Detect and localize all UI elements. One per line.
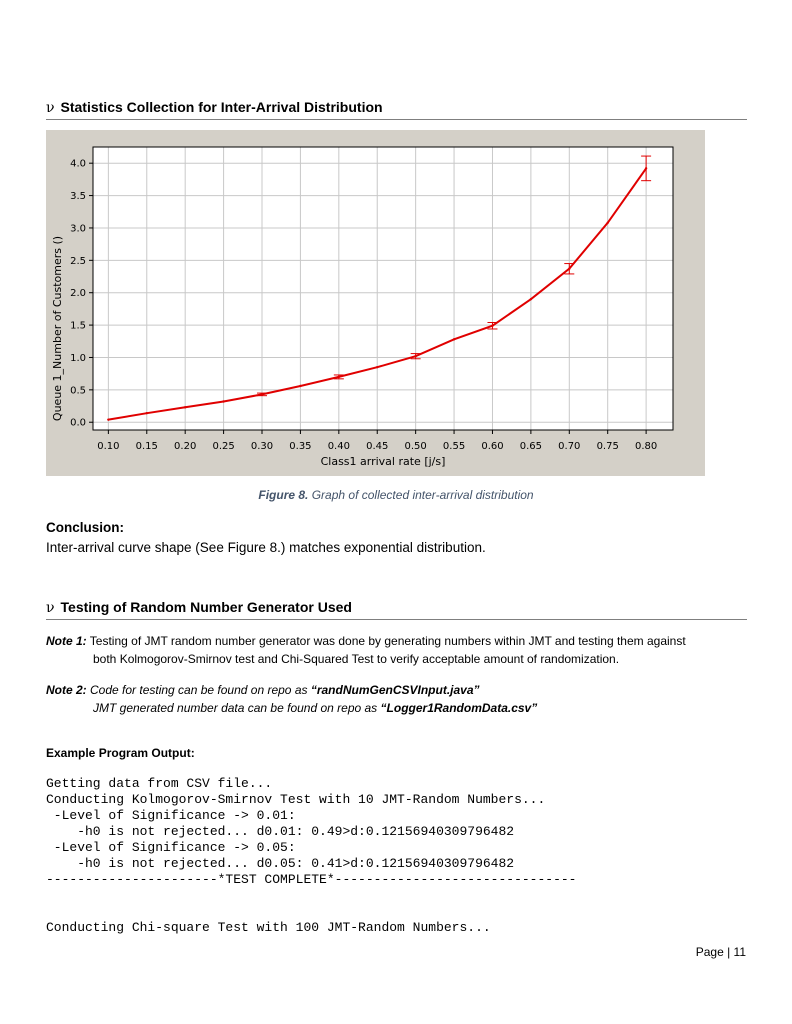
program-output-chi: Conducting Chi-square Test with 100 JMT-… (46, 920, 491, 936)
example-output-label: Example Program Output: (46, 746, 195, 760)
output-line: -h0 is not rejected... d0.01: 0.49>d:0.1… (46, 824, 515, 839)
note-text: Code for testing can be found on repo as (86, 683, 311, 697)
x-axis-label: Class1 arrival rate [j/s] (321, 455, 446, 468)
filename-java: “randNumGenCSVInput.java” (310, 683, 480, 697)
caption-label: Figure 8. (258, 488, 309, 502)
note-label: Note 2: (46, 683, 87, 697)
data-point (145, 411, 148, 415)
section-title: Testing of Random Number Generator Used (60, 599, 352, 615)
chart-panel: 0.10 0.15 0.20 0.25 0.30 0.35 0.40 0.45 0.50 0.55… (46, 130, 705, 476)
output-line: -Level of Significance -> 0.05: (46, 840, 296, 855)
bullet-icon: ν (46, 100, 55, 116)
x-tick-label: 0.20 (174, 441, 196, 452)
caption-text: Graph of collected inter-arrival distrib… (308, 488, 534, 502)
x-tick-label: 0.40 (328, 441, 350, 452)
section-heading-statistics: ν Statistics Collection for Inter-Arrival… (46, 99, 747, 120)
bullet-icon: ν (46, 600, 55, 616)
section-title: Statistics Collection for Inter-Arrival … (60, 99, 383, 115)
y-tick-label: 1.5 (70, 321, 86, 332)
page-number: Page | 11 (695, 945, 746, 959)
data-point (299, 384, 302, 388)
y-tick-label: 0.0 (70, 418, 86, 429)
note-1: Note 1: Testing of JMT random number gen… (46, 632, 751, 668)
filename-csv: “Logger1RandomData.csv” (380, 701, 538, 715)
note-2: Note 2: Code for testing can be found on… (46, 681, 751, 717)
program-output: Getting data from CSV file... Conducting… (46, 776, 577, 888)
y-tick-label: 2.5 (70, 256, 86, 267)
x-tick-label: 0.80 (635, 441, 657, 452)
data-point (107, 418, 110, 421)
note-text: JMT generated number data can be found o… (93, 701, 381, 715)
note-label: Note 1: (46, 634, 87, 648)
output-line: Conducting Kolmogorov-Smirnov Test with … (46, 792, 546, 807)
x-tick-label: 0.75 (597, 441, 619, 452)
data-point (529, 297, 533, 301)
y-tick-label: 0.5 (70, 385, 86, 396)
note-line-1: Testing of JMT random number generator w… (86, 634, 686, 648)
plot-area (92, 146, 674, 431)
output-line: ----------------------*TEST COMPLETE*---… (46, 872, 577, 887)
x-tick-label: 0.50 (405, 441, 427, 452)
data-point (452, 338, 456, 341)
x-tick-label: 0.15 (136, 441, 158, 452)
inter-arrival-chart: 0.10 0.15 0.20 0.25 0.30 0.35 0.40 0.45 0.50 0.55… (51, 146, 674, 468)
output-line: Getting data from CSV file... (46, 776, 273, 791)
x-tick-label: 0.30 (251, 441, 273, 452)
section-heading-random-generator: ν Testing of Random Number Generator Used (46, 599, 747, 620)
output-line: Conducting Chi-square Test with 100 JMT-… (46, 920, 491, 935)
data-point (222, 400, 225, 403)
data-point (376, 365, 379, 369)
x-tick-label: 0.35 (289, 441, 311, 452)
x-tick-label: 0.55 (443, 441, 465, 452)
x-tick-label: 0.10 (97, 441, 119, 452)
y-tick-label: 1.0 (70, 353, 86, 364)
x-tick-label: 0.70 (558, 441, 580, 452)
x-tick-label: 0.60 (481, 441, 503, 452)
output-line: -h0 is not rejected... d0.05: 0.41>d:0.1… (46, 856, 515, 871)
note-line-2: both Kolmogorov-Smirnov test and Chi-Squ… (93, 652, 620, 666)
conclusion-label: Conclusion: (46, 520, 124, 535)
figure-caption: Figure 8. Graph of collected inter-arriv… (0, 488, 792, 502)
conclusion-text: Inter-arrival curve shape (See Figure 8.… (46, 540, 486, 555)
y-tick-label: 3.0 (70, 223, 86, 234)
y-tick-label: 3.5 (70, 191, 86, 202)
data-point (183, 406, 187, 409)
x-tick-label: 0.65 (520, 441, 542, 452)
data-point (606, 221, 609, 224)
plot-border (92, 146, 674, 431)
y-axis-label: Queue 1_Number of Customers () (51, 236, 64, 421)
y-tick-label: 2.0 (70, 288, 86, 299)
x-tick-label: 0.25 (212, 441, 234, 452)
output-line: -Level of Significance -> 0.01: (46, 808, 296, 823)
y-tick-label: 4.0 (70, 159, 86, 170)
x-tick-label: 0.45 (366, 441, 388, 452)
